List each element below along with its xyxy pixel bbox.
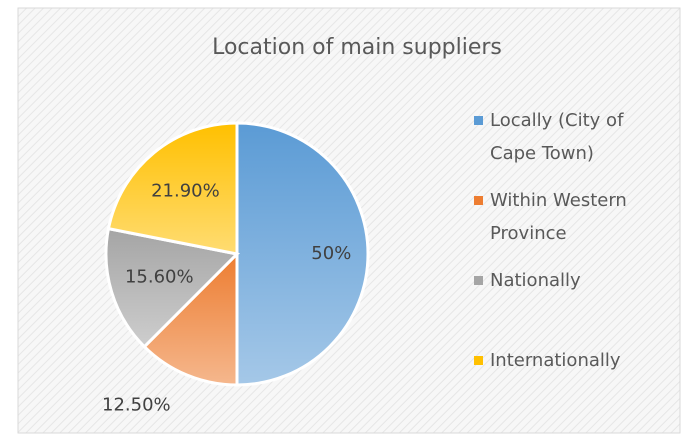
slice-shade	[108, 123, 237, 254]
chart-title: Location of main suppliers	[212, 35, 502, 60]
legend-swatch	[474, 196, 483, 205]
legend-label: Internationally	[490, 350, 621, 371]
legend-label: Within Western Province	[490, 190, 627, 244]
slice-shade	[237, 123, 368, 385]
data-label: 12.50%	[102, 394, 171, 415]
slice-shade	[106, 228, 237, 347]
legend-swatch	[474, 276, 483, 285]
data-label: 15.60%	[125, 267, 194, 288]
data-label: 21.90%	[151, 180, 220, 201]
legend-label: Locally (City of Cape Town)	[490, 110, 624, 164]
legend-swatch	[474, 356, 483, 365]
data-label: 50%	[311, 243, 351, 264]
slice-shade	[144, 254, 237, 385]
legend-swatch	[474, 116, 483, 125]
legend-label: Nationally	[490, 270, 581, 291]
